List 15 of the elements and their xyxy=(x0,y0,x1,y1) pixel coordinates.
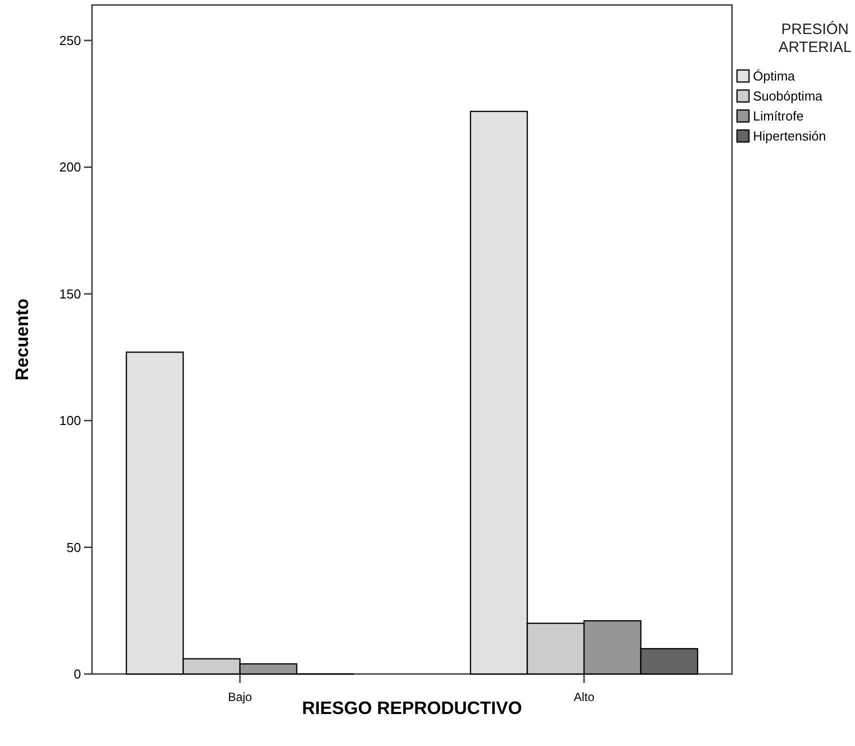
x-axis-title: RIESGO REPRODUCTIVO xyxy=(302,698,522,718)
y-tick-label: 0 xyxy=(74,666,81,682)
x-tick-label: Alto xyxy=(574,690,595,704)
legend-label: Hipertensión xyxy=(753,128,826,144)
y-tick-label: 50 xyxy=(66,540,81,555)
y-axis-title: Recuento xyxy=(12,298,32,381)
x-tick-label: Bajo xyxy=(228,690,252,704)
y-tick-label: 100 xyxy=(59,413,81,428)
y-tick-label: 200 xyxy=(59,160,81,175)
legend-title: PRESIÓN ARTERIAL xyxy=(778,20,852,56)
y-tick-label: 250 xyxy=(59,33,81,48)
legend-label: Limítrofe xyxy=(753,108,804,124)
y-tick-label: 150 xyxy=(59,286,81,302)
legend-label: Óptima xyxy=(753,68,796,84)
legend-label: Suobóptima xyxy=(753,88,824,104)
